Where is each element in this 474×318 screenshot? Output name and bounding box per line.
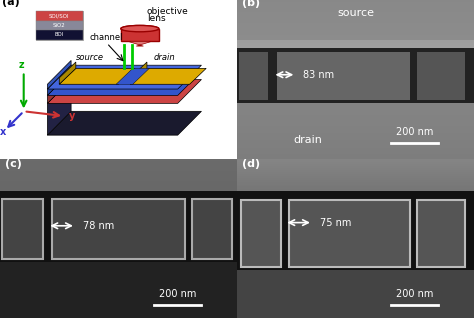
Polygon shape xyxy=(47,80,201,103)
Ellipse shape xyxy=(121,25,159,32)
Polygon shape xyxy=(47,72,201,95)
Text: 75 nm: 75 nm xyxy=(320,218,351,228)
Text: lens: lens xyxy=(147,14,165,23)
Text: y: y xyxy=(69,111,75,121)
Text: (c): (c) xyxy=(5,159,22,169)
Bar xyxy=(36,30,83,40)
Bar xyxy=(0,191,47,262)
Text: objective: objective xyxy=(147,7,189,16)
Bar xyxy=(417,52,465,100)
Bar xyxy=(0,159,237,191)
Bar xyxy=(47,191,190,262)
Bar xyxy=(417,200,465,267)
Polygon shape xyxy=(47,80,71,135)
Bar xyxy=(237,0,474,40)
Polygon shape xyxy=(116,68,149,84)
Text: 78 nm: 78 nm xyxy=(83,221,114,231)
Polygon shape xyxy=(130,62,147,84)
Text: (a): (a) xyxy=(2,0,20,7)
Text: x: x xyxy=(0,127,6,137)
Text: (b): (b) xyxy=(242,0,260,8)
Bar xyxy=(273,48,415,103)
Bar xyxy=(415,191,474,270)
Text: 200 nm: 200 nm xyxy=(159,289,196,299)
Text: 83 nm: 83 nm xyxy=(303,70,335,80)
Text: (d): (d) xyxy=(242,159,260,169)
Polygon shape xyxy=(47,72,71,103)
Bar xyxy=(284,191,415,270)
Polygon shape xyxy=(59,68,135,84)
Bar xyxy=(52,199,185,259)
Polygon shape xyxy=(47,60,71,89)
Text: z: z xyxy=(19,60,25,70)
Text: source: source xyxy=(337,8,374,18)
Bar xyxy=(36,21,83,30)
Bar xyxy=(415,48,474,103)
Text: 200 nm: 200 nm xyxy=(396,127,433,137)
Bar xyxy=(240,200,281,267)
Text: channel: channel xyxy=(90,33,123,42)
Bar xyxy=(121,29,159,41)
Text: source: source xyxy=(76,53,104,62)
Bar xyxy=(2,199,43,259)
Polygon shape xyxy=(59,62,76,84)
Bar xyxy=(237,103,474,159)
Bar xyxy=(237,191,284,270)
Text: drain: drain xyxy=(294,135,322,145)
Bar xyxy=(190,191,237,262)
Ellipse shape xyxy=(121,25,159,32)
Bar xyxy=(36,11,83,40)
Polygon shape xyxy=(130,68,206,84)
Text: 200 nm: 200 nm xyxy=(396,289,433,299)
Polygon shape xyxy=(47,111,201,135)
Bar xyxy=(237,48,273,103)
Polygon shape xyxy=(47,65,71,95)
Bar xyxy=(237,159,474,191)
Polygon shape xyxy=(128,41,152,46)
Text: BOI: BOI xyxy=(55,32,64,38)
Bar xyxy=(36,11,83,21)
Bar xyxy=(277,52,410,100)
Bar xyxy=(239,52,268,100)
Text: SOI/SOI: SOI/SOI xyxy=(49,13,70,18)
Bar xyxy=(237,270,474,318)
Bar xyxy=(289,200,410,267)
Polygon shape xyxy=(47,65,201,89)
Text: drain: drain xyxy=(154,53,176,62)
Bar xyxy=(0,262,237,318)
Text: SiO2: SiO2 xyxy=(53,23,65,28)
Bar xyxy=(192,199,232,259)
